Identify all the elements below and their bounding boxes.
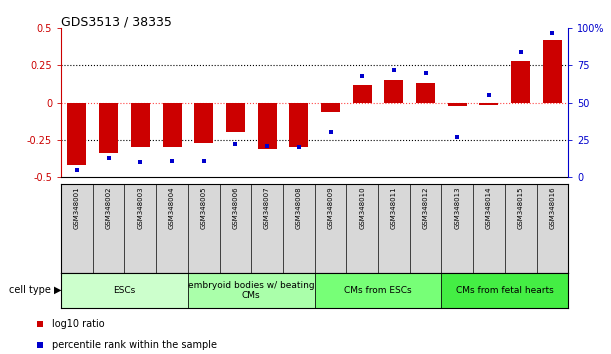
Text: GSM348015: GSM348015	[518, 187, 524, 229]
Text: log10 ratio: log10 ratio	[52, 319, 104, 329]
Text: GSM348014: GSM348014	[486, 187, 492, 229]
Text: GSM348011: GSM348011	[391, 187, 397, 229]
Text: GSM348009: GSM348009	[327, 187, 334, 229]
Text: GSM348012: GSM348012	[423, 187, 428, 229]
Bar	[384, 80, 403, 103]
Text: GSM348013: GSM348013	[455, 187, 460, 229]
Bar	[163, 103, 181, 147]
Text: GSM348005: GSM348005	[201, 187, 207, 229]
Text: embryoid bodies w/ beating
CMs: embryoid bodies w/ beating CMs	[188, 281, 315, 300]
Text: GSM348001: GSM348001	[74, 187, 80, 229]
Bar	[194, 103, 213, 143]
Text: CMs from fetal hearts: CMs from fetal hearts	[456, 286, 554, 295]
Text: GSM348010: GSM348010	[359, 187, 365, 229]
Text: GSM348006: GSM348006	[232, 187, 238, 229]
Bar	[353, 85, 371, 103]
Bar	[511, 61, 530, 103]
Bar	[226, 103, 245, 132]
Text: GSM348016: GSM348016	[549, 187, 555, 229]
Bar	[543, 40, 562, 103]
Bar	[61, 273, 188, 308]
Bar	[188, 273, 315, 308]
Text: GSM348008: GSM348008	[296, 187, 302, 229]
Bar	[131, 103, 150, 147]
Text: GSM348003: GSM348003	[137, 187, 144, 229]
Text: GDS3513 / 38335: GDS3513 / 38335	[61, 15, 172, 28]
Bar	[290, 103, 309, 147]
Text: GSM348007: GSM348007	[264, 187, 270, 229]
Bar	[448, 103, 467, 105]
Text: GSM348002: GSM348002	[106, 187, 112, 229]
Text: CMs from ESCs: CMs from ESCs	[344, 286, 412, 295]
Bar	[67, 103, 87, 165]
Text: ESCs: ESCs	[114, 286, 136, 295]
Bar	[315, 273, 441, 308]
Bar	[258, 103, 277, 149]
Bar	[99, 103, 118, 153]
Text: GSM348004: GSM348004	[169, 187, 175, 229]
Bar	[321, 103, 340, 112]
Text: cell type ▶: cell type ▶	[9, 285, 61, 295]
Bar	[480, 103, 499, 105]
Text: percentile rank within the sample: percentile rank within the sample	[52, 340, 217, 350]
Bar	[416, 83, 435, 103]
Bar	[441, 273, 568, 308]
